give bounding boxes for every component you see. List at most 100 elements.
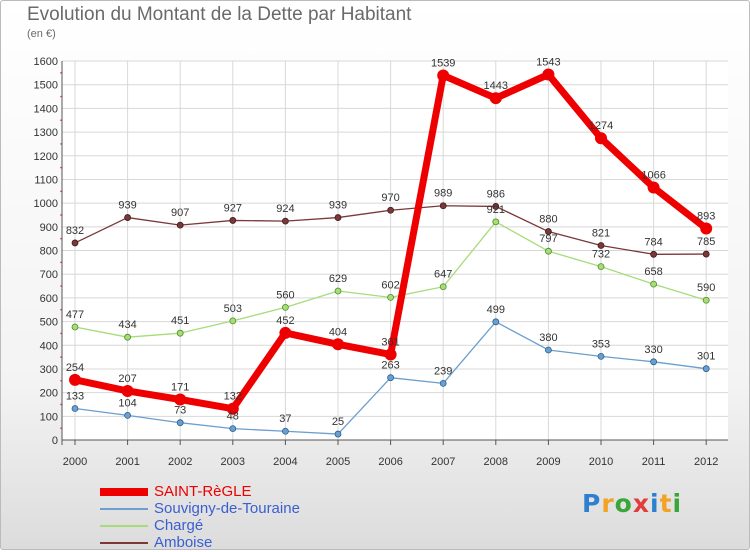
data-point: [437, 69, 450, 82]
y-tick-label: 300: [40, 364, 58, 376]
logo-letter: x: [632, 489, 650, 518]
line-chart: 0 100 200 300 400 500 600 700 800 900 1000 1100 1200…: [34, 56, 728, 468]
y-tick-label: 1000: [34, 198, 58, 210]
y-tick-label: 600: [40, 293, 58, 305]
logo-letter: t: [659, 489, 673, 518]
x-tick-label: 2005: [326, 456, 350, 468]
data-label: 301: [697, 351, 715, 363]
y-tick-label: 500: [40, 317, 58, 329]
x-tick-label: 2001: [115, 456, 139, 468]
data-point: [229, 217, 237, 224]
y-tick-label: 100: [40, 411, 58, 423]
x-tick-label: 2004: [273, 456, 297, 468]
x-tick-label: 2007: [431, 456, 455, 468]
x-tick-label: 2012: [694, 456, 718, 468]
legend-item: Souvigny-de-Touraine: [100, 500, 360, 518]
data-label: 797: [539, 233, 557, 245]
data-label: 73: [174, 405, 186, 417]
data-point: [332, 338, 344, 351]
data-label: 560: [276, 289, 294, 301]
data-point: [702, 365, 710, 373]
data-label: 647: [434, 269, 452, 281]
legend-swatch: [100, 488, 148, 496]
legend-label: Amboise: [154, 534, 213, 551]
x-tick-label: 2010: [589, 456, 613, 468]
y-minor-tick: [60, 166, 62, 169]
data-label: 602: [381, 279, 399, 291]
data-point: [492, 203, 500, 210]
data-label: 1443: [484, 80, 508, 92]
data-label: 893: [697, 210, 715, 222]
y-tick-label: 700: [40, 269, 58, 281]
y-minor-tick: [60, 261, 62, 264]
data-point: [229, 425, 237, 433]
logo-letter: i: [672, 489, 683, 518]
data-label: 254: [66, 362, 84, 374]
data-point: [650, 250, 657, 258]
data-label: 1543: [536, 57, 560, 69]
x-tick-label: 2000: [63, 456, 87, 468]
y-minor-tick: [60, 379, 62, 382]
data-label: 1539: [431, 57, 455, 69]
y-minor-tick: [60, 285, 62, 287]
data-label: 48: [227, 411, 239, 423]
data-label: 361: [381, 336, 399, 348]
logo-letter: i: [650, 489, 660, 518]
chart-unit-label: (en €): [27, 28, 56, 40]
y-tick-label: 1400: [34, 103, 58, 115]
logo-letter: P: [582, 489, 602, 518]
data-label: 263: [381, 360, 399, 372]
y-minor-tick: [60, 308, 62, 311]
y-tick-label: 1500: [34, 80, 58, 92]
data-label: 207: [118, 373, 136, 385]
data-label: 404: [329, 326, 347, 338]
data-point: [69, 373, 81, 386]
data-point: [545, 228, 552, 235]
data-point: [71, 239, 79, 247]
data-point: [124, 411, 131, 419]
legend-label: SAINT-RèGLE: [154, 483, 252, 500]
data-point: [124, 214, 131, 221]
data-label: 239: [434, 365, 452, 377]
data-label: 499: [487, 304, 505, 316]
data-label: 989: [434, 188, 452, 200]
y-minor-tick: [60, 403, 62, 406]
data-label: 821: [592, 228, 610, 240]
chart-legend: SAINT-RèGLE Souvigny-de-Touraine Chargé Amb…: [100, 483, 360, 552]
data-label: 658: [644, 266, 662, 278]
data-point: [545, 346, 552, 354]
x-tick-label: 2008: [484, 456, 508, 468]
data-point: [650, 280, 657, 288]
y-minor-tick: [60, 356, 62, 358]
y-tick-label: 1600: [34, 56, 58, 68]
data-label: 452: [276, 315, 294, 327]
data-point: [71, 405, 79, 412]
y-tick-label: 800: [40, 246, 58, 258]
y-minor-tick: [60, 119, 62, 122]
data-point: [597, 263, 605, 271]
y-tick-label: 1100: [34, 174, 58, 186]
data-point: [700, 222, 713, 235]
data-point: [439, 379, 447, 387]
legend-label: Chargé: [154, 517, 204, 534]
data-point: [176, 329, 184, 337]
data-point: [702, 296, 710, 304]
y-minor-tick: [60, 72, 62, 74]
data-point: [597, 242, 605, 249]
data-label: 1066: [641, 169, 665, 181]
data-point: [387, 374, 395, 382]
data-label: 832: [66, 225, 84, 237]
data-point: [489, 92, 502, 105]
data-point: [334, 430, 342, 438]
data-label: 37: [279, 413, 291, 425]
data-label: 590: [697, 282, 715, 294]
x-tick-label: 2002: [168, 456, 192, 468]
data-point: [650, 358, 657, 366]
data-label: 986: [487, 188, 505, 200]
data-label: 133: [66, 390, 84, 402]
data-label: 132: [224, 391, 242, 403]
data-label: 880: [539, 214, 557, 226]
x-tick-label: 2003: [221, 456, 245, 468]
data-point: [124, 333, 131, 341]
data-label: 970: [381, 192, 399, 204]
